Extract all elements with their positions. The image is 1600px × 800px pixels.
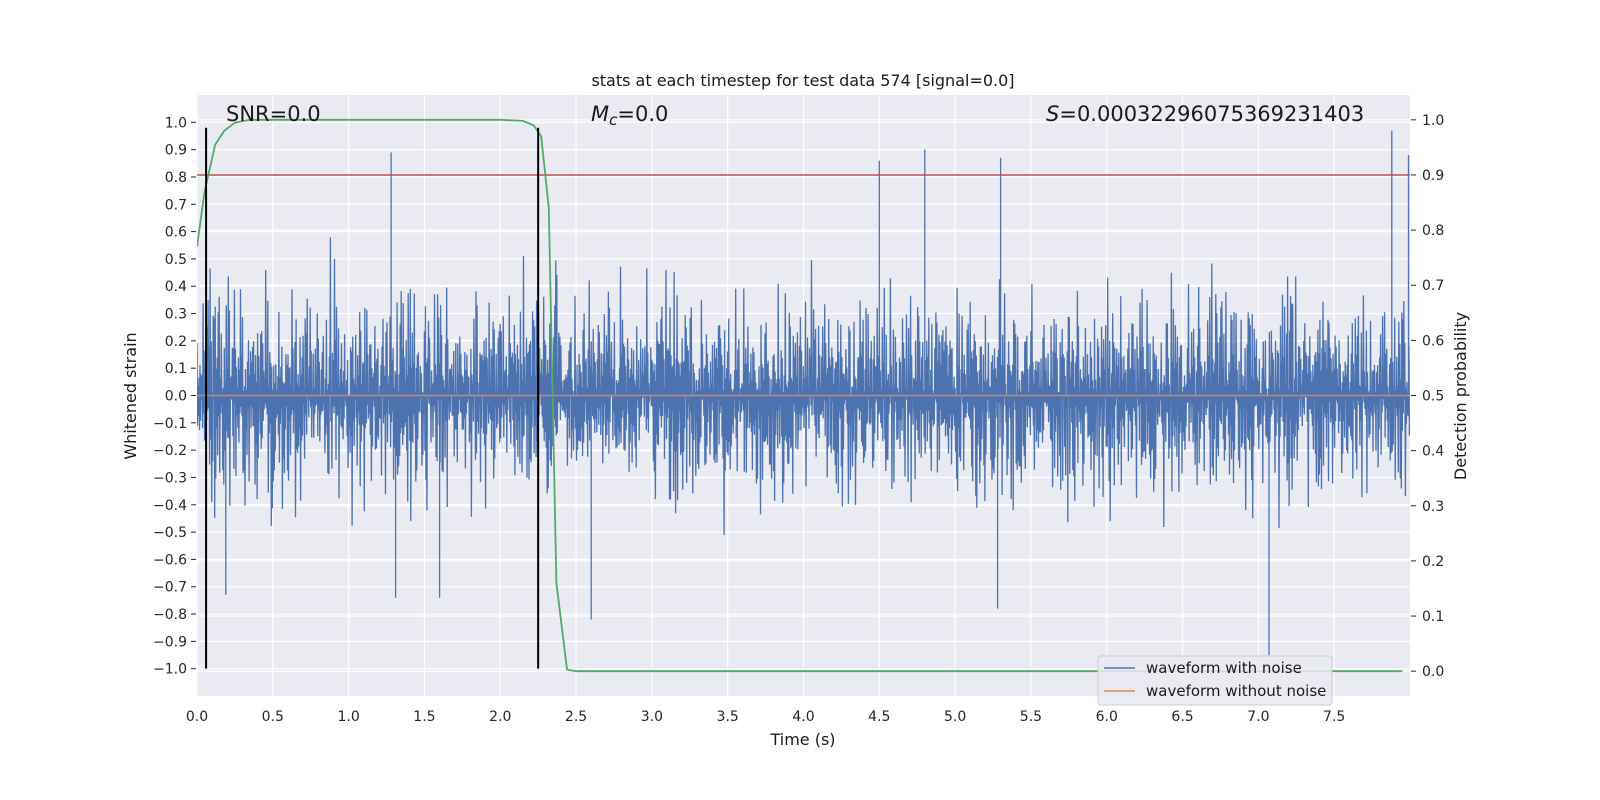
x-tick-label: 0.0 [186, 709, 208, 725]
y-tick-label: −0.2 [153, 443, 187, 459]
s-value: =0.00032296075369231403 [1059, 102, 1364, 126]
y2-tick-label: 1.0 [1422, 113, 1444, 129]
x-tick-label: 6.0 [1096, 709, 1118, 725]
mc-value: =0.0 [617, 102, 668, 126]
x-tick-label: 2.0 [489, 709, 511, 725]
y2-tick-label: 0.2 [1422, 554, 1444, 570]
y-tick-label: −0.9 [153, 634, 187, 650]
y2-axis-ticks: 1.0 0.9 0.8 0.7 0.6 0.5 0.4 0.3 0.2 0.1 0.0 [1411, 113, 1444, 680]
x-tick-label: 5.5 [1020, 709, 1042, 725]
chart-title: stats at each timestep for test data 574… [591, 71, 1014, 90]
s-symbol: S [1046, 102, 1059, 126]
y-tick-label: 0.4 [165, 279, 187, 295]
legend: waveform with noise waveform without noi… [1097, 655, 1333, 706]
y-tick-label: −1.0 [153, 662, 187, 678]
y-tick-label: −0.1 [153, 416, 187, 432]
series-waveform-with-noise [197, 130, 1410, 655]
mc-subscript: c [609, 111, 618, 129]
y-tick-label: 0.6 [165, 225, 187, 241]
x-tick-label: 1.5 [413, 709, 435, 725]
snr-annotation: SNR=0.0 [226, 102, 321, 126]
x-tick-label: 3.5 [717, 709, 739, 725]
legend-box [1097, 655, 1333, 706]
y-tick-label: 0.7 [165, 197, 187, 213]
y2-tick-label: 0.8 [1422, 223, 1444, 239]
legend-label-noise: waveform with noise [1146, 659, 1302, 677]
x-tick-label: 5.0 [944, 709, 966, 725]
x-tick-label: 4.0 [792, 709, 814, 725]
y-tick-label: −0.6 [153, 552, 187, 568]
y-tick-label: −0.5 [153, 525, 187, 541]
y2-axis-label: Detection probability [1451, 312, 1470, 480]
x-tick-label: 4.5 [868, 709, 890, 725]
vertical-markers [205, 127, 540, 669]
y-tick-label: −0.8 [153, 607, 187, 623]
mc-symbol: M [591, 102, 609, 126]
y-tick-label: 1.0 [165, 115, 187, 131]
y2-tick-label: 0.5 [1422, 389, 1444, 405]
x-tick-label: 6.5 [1171, 709, 1193, 725]
y2-tick-label: 0.0 [1422, 664, 1444, 680]
y-tick-label: −0.3 [153, 470, 187, 486]
y-tick-label: 0.9 [165, 143, 187, 159]
y-tick-label: 0.2 [165, 334, 187, 350]
x-tick-label: 0.5 [262, 709, 284, 725]
y2-tick-label: 0.7 [1422, 278, 1444, 294]
y-axis-ticks: 1.0 0.9 0.8 0.7 0.6 0.5 0.4 0.3 0.2 0.1 0.0 −0.1 −0.… [153, 115, 196, 678]
legend-label-clean: waveform without noise [1146, 682, 1326, 700]
y2-tick-label: 0.6 [1422, 333, 1444, 349]
y-tick-label: 0.8 [165, 170, 187, 186]
y2-tick-label: 0.4 [1422, 444, 1444, 460]
y-tick-label: 0.0 [165, 389, 187, 405]
y-tick-label: −0.4 [153, 498, 187, 514]
y-axis-label: Whitened strain [121, 332, 140, 459]
x-tick-label: 2.5 [565, 709, 587, 725]
x-axis-label: Time (s) [769, 730, 835, 749]
x-axis-ticks: 0.0 0.5 1.0 1.5 2.0 2.5 3.0 3.5 4.0 4.5 5.0 5.5 6.0 6… [186, 709, 1345, 725]
x-tick-label: 7.5 [1323, 709, 1345, 725]
y2-tick-label: 0.9 [1422, 168, 1444, 184]
y-tick-label: 0.1 [165, 361, 187, 377]
y-tick-label: 0.3 [165, 307, 187, 323]
s-annotation: S=0.00032296075369231403 [1046, 102, 1364, 126]
y-tick-label: 0.5 [165, 252, 187, 268]
series-detection-probability [197, 118, 1403, 673]
x-tick-label: 1.0 [337, 709, 359, 725]
y2-tick-label: 0.1 [1422, 609, 1444, 625]
y-tick-label: −0.7 [153, 580, 187, 596]
y2-tick-label: 0.3 [1422, 499, 1444, 515]
x-tick-label: 3.0 [641, 709, 663, 725]
x-tick-label: 7.0 [1247, 709, 1269, 725]
chirp-mass-annotation: Mc=0.0 [591, 102, 668, 129]
plot-content [197, 118, 1410, 673]
